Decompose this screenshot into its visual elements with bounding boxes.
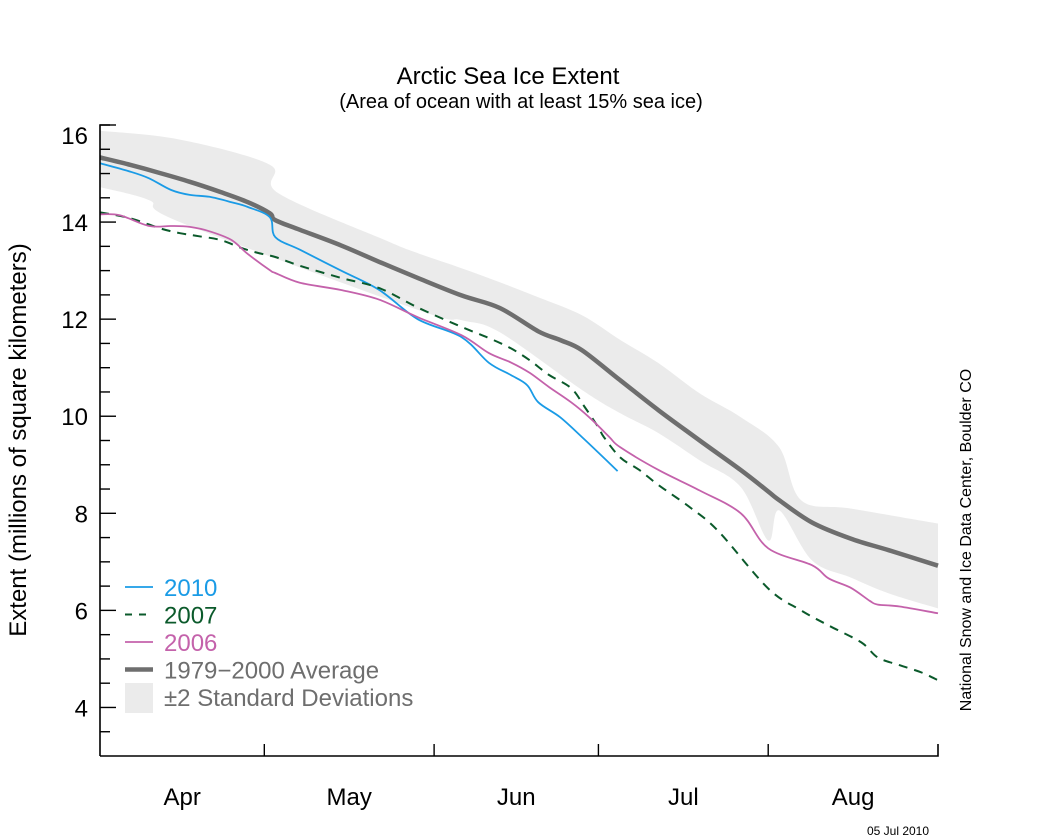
y-tick-label: 14 <box>61 210 88 237</box>
series-line-2010 <box>99 162 619 472</box>
legend-item: 2006 <box>125 630 217 657</box>
legend-label: ±2 Standard Deviations <box>164 685 413 712</box>
y-tick-label: 12 <box>61 307 88 334</box>
x-tick-label-aug: Aug <box>832 784 875 811</box>
series-line-2006 <box>99 213 939 615</box>
x-tick-label-apr: Apr <box>163 784 200 811</box>
series-line-1979-2000-average <box>99 155 939 568</box>
x-tick-label-may: May <box>327 784 372 811</box>
y-tick-label: 10 <box>61 404 88 431</box>
y-tick-label: 4 <box>75 695 88 722</box>
x-tick-label-jul: Jul <box>668 784 699 811</box>
axes: 4 6 8 10 12 14 16 Apr May Jun Jul Aug <box>61 123 939 811</box>
chart-title: Arctic Sea Ice Extent <box>397 63 620 90</box>
std-dev-band <box>100 130 938 609</box>
y-ticks: 4 6 8 10 12 14 16 <box>61 123 116 733</box>
legend-label: 2007 <box>164 603 217 630</box>
y-tick-label: 8 <box>75 501 88 528</box>
x-ticks: Apr May Jun Jul Aug <box>163 744 874 811</box>
legend-swatch-box <box>125 683 153 713</box>
legend-label: 2006 <box>164 630 217 657</box>
series-line-2007 <box>99 211 939 682</box>
legend-item: ±2 Standard Deviations <box>125 683 413 713</box>
legend-label: 1979−2000 Average <box>164 658 379 685</box>
x-tick-label-jun: Jun <box>497 784 536 811</box>
legend-item: 2010 <box>125 575 217 602</box>
series-layer <box>99 155 939 682</box>
y-tick-label: 16 <box>61 123 88 150</box>
date-stamp: 05 Jul 2010 <box>867 824 929 838</box>
legend-label: 2010 <box>164 575 217 602</box>
plot-area <box>99 130 939 682</box>
legend-item: 1979−2000 Average <box>125 658 379 685</box>
y-axis-label: Extent (millions of square kilometers) <box>5 243 32 636</box>
x-axis <box>100 744 939 757</box>
credit-text: National Snow and Ice Data Center, Bould… <box>958 369 975 711</box>
y-tick-label: 6 <box>75 598 88 625</box>
legend-item: 2007 <box>125 603 217 630</box>
chart-subtitle: (Area of ocean with at least 15% sea ice… <box>339 91 703 113</box>
